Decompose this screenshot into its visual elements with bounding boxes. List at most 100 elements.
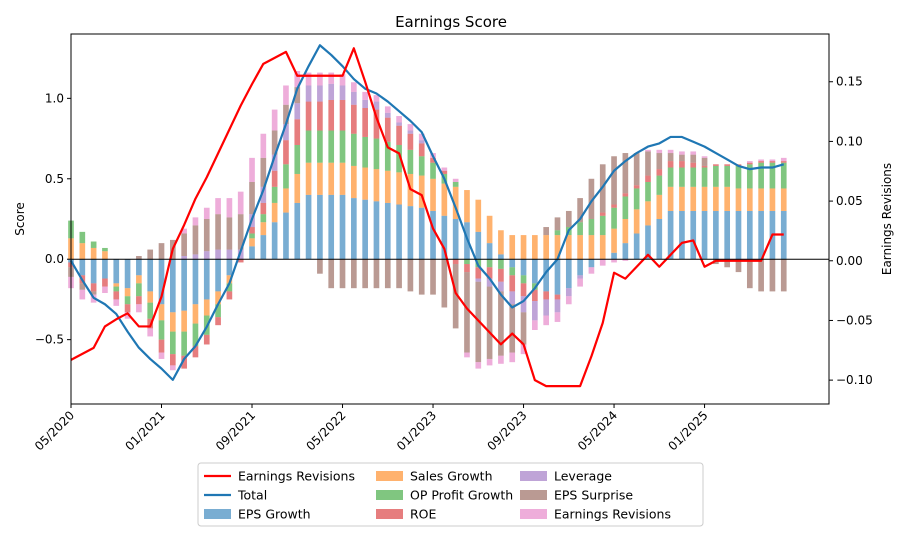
bar-op-profit-growth-2023-09 xyxy=(520,275,527,284)
bar-roe-2021-04 xyxy=(192,346,199,358)
bar-sales-growth-2022-03 xyxy=(317,162,323,195)
bar-leverage-2022-04 xyxy=(328,83,335,100)
bar-earnings-revisions-2023-09 xyxy=(520,344,527,355)
bar-roe-2021-03 xyxy=(181,355,187,369)
bar-sales-growth-2023-04 xyxy=(464,190,470,223)
bar-earnings-revisions-2021-10 xyxy=(260,133,267,158)
bar-op-profit-growth-2020-09 xyxy=(113,286,120,292)
bar-earnings-revisions-2024-06 xyxy=(622,259,629,261)
y-tick-label-right: −0.05 xyxy=(836,313,873,327)
bar-eps-growth-2023-01 xyxy=(430,210,436,260)
bar-eps-growth-2024-11 xyxy=(679,210,685,260)
legend-label: Total xyxy=(237,488,267,503)
bar-leverage-2022-03 xyxy=(317,85,323,102)
bar-op-profit-growth-2022-08 xyxy=(373,138,380,170)
bar-eps-growth-2024-03 xyxy=(588,259,595,268)
bar-sales-growth-2023-12 xyxy=(554,235,561,260)
bar-eps-surprise-2022-04 xyxy=(328,259,335,289)
legend-label: EPS Growth xyxy=(238,507,311,522)
bar-leverage-2021-11 xyxy=(271,154,278,171)
bar-earnings-revisions-2025-05 xyxy=(746,161,753,163)
bar-sales-growth-2022-09 xyxy=(384,170,391,203)
bar-sales-growth-2022-04 xyxy=(328,162,335,195)
bar-roe-2023-09 xyxy=(520,283,527,297)
bar-leverage-2023-08 xyxy=(509,291,516,305)
y-tick-label-right: 0.10 xyxy=(836,134,863,148)
bar-sales-growth-2022-10 xyxy=(396,172,402,205)
bar-op-profit-growth-2021-10 xyxy=(260,214,267,223)
bar-earnings-revisions-2021-09 xyxy=(249,157,255,182)
legend-label: Leverage xyxy=(554,469,612,484)
bar-eps-surprise-2022-11 xyxy=(407,259,414,292)
bar-earnings-revisions-2024-10 xyxy=(667,149,674,154)
bar-op-profit-growth-2022-01 xyxy=(294,145,301,174)
bar-eps-surprise-2022-12 xyxy=(418,259,425,295)
bar-earnings-revisions-2022-01 xyxy=(294,71,301,88)
bar-earnings-revisions-2021-06 xyxy=(215,198,221,215)
line-earnings-revisions xyxy=(70,47,784,388)
bar-sales-growth-2025-08 xyxy=(780,188,787,211)
bar-eps-surprise-2022-06 xyxy=(351,259,357,289)
bar-roe-2025-01 xyxy=(701,165,708,168)
bar-sales-growth-2021-09 xyxy=(249,238,255,247)
bar-sales-growth-2023-01 xyxy=(430,178,436,211)
bar-earnings-revisions-2024-01 xyxy=(565,296,572,305)
bar-roe-2024-08 xyxy=(645,175,651,182)
line-total xyxy=(70,44,785,381)
bar-eps-surprise-2024-10 xyxy=(667,153,674,162)
bar-op-profit-growth-2021-06 xyxy=(215,304,221,318)
bar-eps-surprise-2024-12 xyxy=(690,154,697,163)
bar-sales-growth-2024-11 xyxy=(679,186,685,211)
bar-eps-growth-2020-11 xyxy=(136,259,142,276)
bar-op-profit-growth-2022-06 xyxy=(351,133,357,166)
bar-op-profit-growth-2025-05 xyxy=(746,164,753,189)
y-tick-label-left: 0.5 xyxy=(45,172,64,186)
bar-earnings-revisions-2025-08 xyxy=(780,157,787,162)
legend-label: Earnings Revisions xyxy=(554,507,671,522)
bar-eps-surprise-2021-11 xyxy=(271,130,278,155)
bar-leverage-2022-11 xyxy=(407,130,414,134)
bar-eps-growth-2022-10 xyxy=(396,204,402,260)
bar-eps-surprise-2022-09 xyxy=(384,259,391,289)
legend-swatch xyxy=(520,490,547,500)
bar-sales-growth-2024-03 xyxy=(588,235,595,260)
bar-leverage-2022-07 xyxy=(362,99,368,108)
bar-eps-growth-2021-01 xyxy=(158,259,165,305)
bar-eps-surprise-2023-08 xyxy=(509,304,516,353)
bar-roe-2020-08 xyxy=(102,278,108,287)
bar-eps-growth-2024-09 xyxy=(656,219,663,260)
bar-eps-growth-2025-02 xyxy=(713,210,719,260)
bar-eps-surprise-2020-07 xyxy=(90,291,97,295)
bar-eps-growth-2022-02 xyxy=(305,194,312,260)
bar-earnings-revisions-2022-04 xyxy=(328,72,335,84)
bar-eps-surprise-2023-03 xyxy=(452,264,459,329)
bar-roe-2024-07 xyxy=(633,185,640,189)
bar-roe-2025-05 xyxy=(746,162,753,165)
bar-eps-growth-2025-03 xyxy=(724,210,731,260)
bar-op-profit-growth-2024-02 xyxy=(577,222,583,236)
bar-leverage-2021-07 xyxy=(226,249,233,260)
bar-eps-growth-2022-07 xyxy=(362,199,368,260)
bar-eps-growth-2021-09 xyxy=(249,246,255,260)
bar-op-profit-growth-2022-03 xyxy=(317,130,323,163)
bar-leverage-2022-06 xyxy=(351,91,357,105)
bar-eps-surprise-2021-05 xyxy=(203,219,210,252)
bar-sales-growth-2024-02 xyxy=(577,235,583,260)
bar-earnings-revisions-2024-02 xyxy=(577,278,583,287)
bar-sales-growth-2023-05 xyxy=(475,199,482,232)
bar-eps-growth-2024-08 xyxy=(645,225,651,260)
bar-eps-surprise-2023-04 xyxy=(464,272,470,353)
legend-label: OP Profit Growth xyxy=(410,488,513,503)
bar-eps-growth-2024-02 xyxy=(577,259,583,276)
bar-eps-surprise-2025-05 xyxy=(746,259,753,289)
bar-eps-surprise-2021-06 xyxy=(215,214,221,250)
bar-earnings-revisions-2021-03 xyxy=(181,228,187,234)
bar-eps-growth-2023-08 xyxy=(509,259,516,268)
y-tick-label-left: 1.0 xyxy=(45,91,64,105)
bar-earnings-revisions-2020-08 xyxy=(102,286,108,293)
bar-roe-2024-11 xyxy=(679,161,685,168)
bar-earnings-revisions-2021-07 xyxy=(226,198,233,218)
bar-roe-2023-07 xyxy=(498,268,504,282)
bar-op-profit-growth-2023-12 xyxy=(554,230,561,236)
bar-earnings-revisions-2020-11 xyxy=(136,304,142,313)
